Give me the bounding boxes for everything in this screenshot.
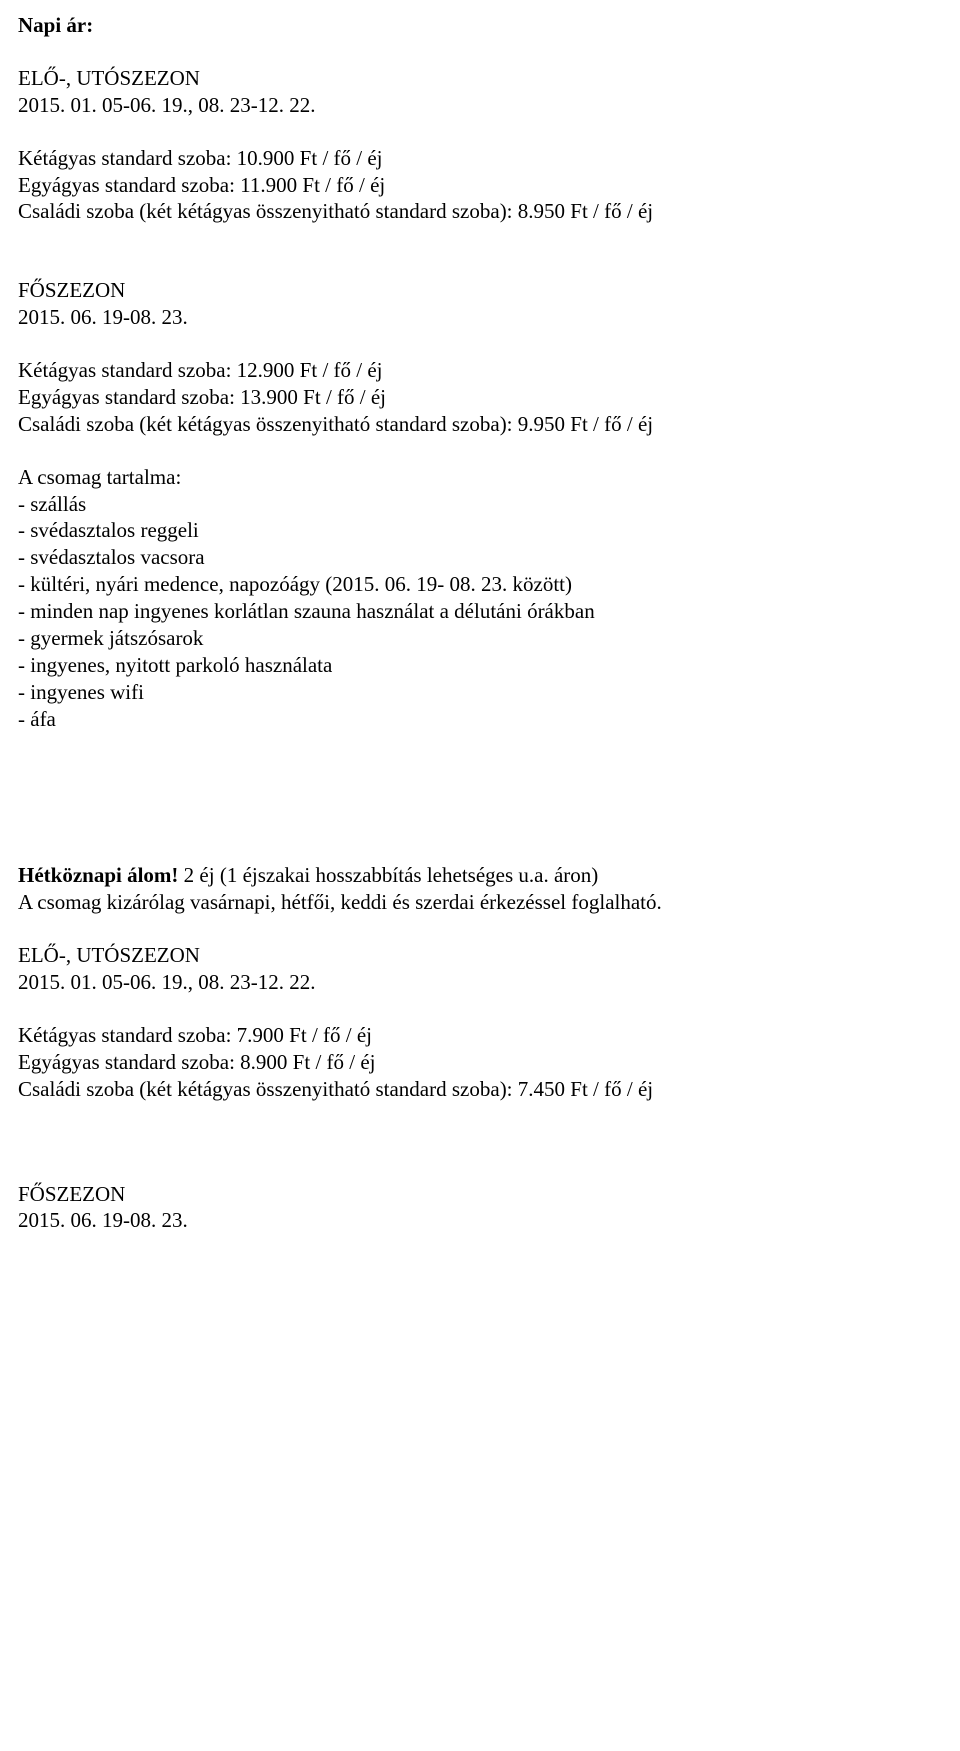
season2-double: Kétágyas standard szoba: 12.900 Ft / fő … [18,357,942,384]
season4-dates: 2015. 06. 19-08. 23. [18,1207,942,1234]
season1-dates: 2015. 01. 05-06. 19., 08. 23-12. 22. [18,92,942,119]
weekday-subtitle: A csomag kizárólag vasárnapi, hétfői, ke… [18,889,942,916]
package-item: - kültéri, nyári medence, napozóágy (201… [18,571,942,598]
season1-double: Kétágyas standard szoba: 10.900 Ft / fő … [18,145,942,172]
weekday-title: Hétköznapi álom! 2 éj (1 éjszakai hossza… [18,863,598,887]
package-item: - szállás [18,491,942,518]
season1-single: Egyágyas standard szoba: 11.900 Ft / fő … [18,172,942,199]
package-item: - áfa [18,706,942,733]
season3-dates: 2015. 01. 05-06. 19., 08. 23-12. 22. [18,969,942,996]
season3-single: Egyágyas standard szoba: 8.900 Ft / fő /… [18,1049,942,1076]
package-item: - ingyenes wifi [18,679,942,706]
page-header: Napi ár: [18,12,942,39]
season2-single: Egyágyas standard szoba: 13.900 Ft / fő … [18,384,942,411]
season4-title: FŐSZEZON [18,1181,942,1208]
season3-double: Kétágyas standard szoba: 7.900 Ft / fő /… [18,1022,942,1049]
season2-title: FŐSZEZON [18,277,942,304]
season3-title: ELŐ-, UTÓSZEZON [18,942,942,969]
season2-family: Családi szoba (két kétágyas összenyithat… [18,411,942,438]
package-title: A csomag tartalma: [18,464,942,491]
package-item: - svédasztalos reggeli [18,517,942,544]
package-item: - minden nap ingyenes korlátlan szauna h… [18,598,942,625]
season1-family: Családi szoba (két kétágyas összenyithat… [18,198,942,225]
package-item: - svédasztalos vacsora [18,544,942,571]
weekday-title-rest: 2 éj (1 éjszakai hosszabbítás lehetséges… [184,863,599,887]
weekday-title-bold: Hétköznapi álom! [18,863,184,887]
package-item: - gyermek játszósarok [18,625,942,652]
package-item: - ingyenes, nyitott parkoló használata [18,652,942,679]
season1-title: ELŐ-, UTÓSZEZON [18,65,942,92]
season3-family: Családi szoba (két kétágyas összenyithat… [18,1076,942,1103]
season2-dates: 2015. 06. 19-08. 23. [18,304,942,331]
